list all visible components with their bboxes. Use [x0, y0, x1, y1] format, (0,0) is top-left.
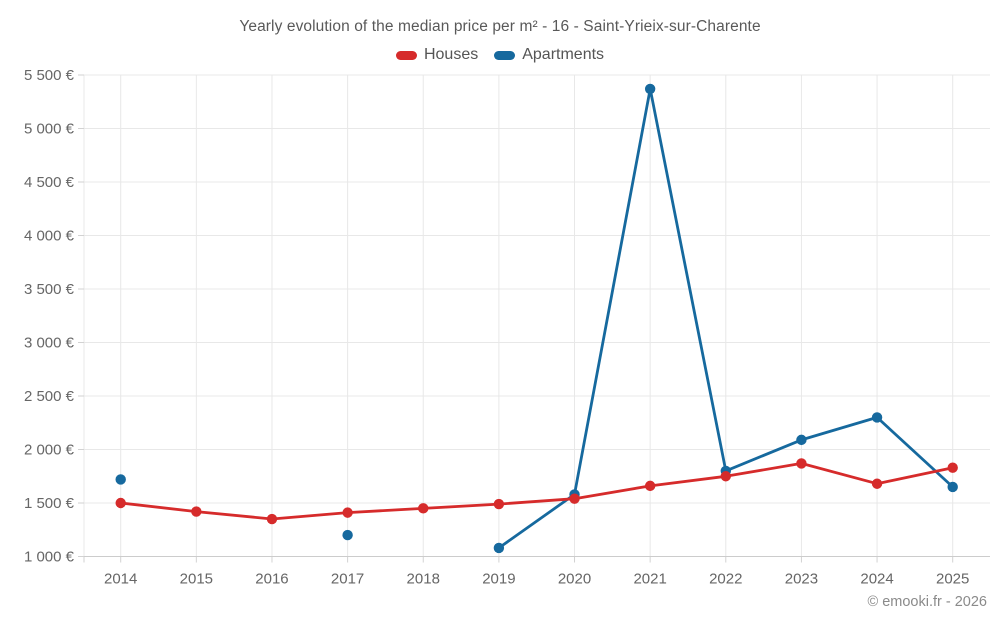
y-axis-label: 3 500 € [24, 281, 75, 298]
x-axis-label: 2019 [482, 571, 515, 588]
houses-data-point[interactable] [947, 462, 958, 473]
y-axis-label: 4 000 € [24, 228, 75, 245]
x-axis-label: 2015 [180, 571, 213, 588]
apartments-data-point[interactable] [115, 474, 126, 485]
houses-data-point[interactable] [644, 480, 656, 492]
x-axis-label: 2025 [936, 571, 969, 588]
houses-data-point[interactable] [493, 498, 505, 510]
x-axis-label: 2017 [331, 571, 364, 588]
apartments-data-point[interactable] [493, 542, 505, 554]
legend-label-houses: Houses [423, 46, 479, 63]
houses-data-point[interactable] [266, 513, 278, 525]
y-axis-label: 4 500 € [24, 174, 75, 191]
x-axis-label: 2016 [255, 571, 288, 588]
houses-data-point[interactable] [871, 478, 883, 489]
houses-data-point[interactable] [418, 503, 429, 514]
apartments-data-point[interactable] [644, 83, 656, 95]
x-axis-label: 2024 [860, 571, 893, 588]
apartments-data-point[interactable] [796, 434, 807, 446]
x-axis-label: 2018 [407, 571, 440, 588]
legend: Houses Apartments [0, 46, 1000, 64]
houses-data-point[interactable] [569, 493, 580, 504]
houses-data-point[interactable] [191, 506, 202, 517]
x-axis-label: 2021 [633, 571, 666, 588]
y-axis-label: 2 000 € [24, 442, 75, 459]
chart-title: Yearly evolution of the median price per… [239, 18, 761, 35]
y-axis-label: 3 000 € [24, 335, 75, 352]
houses-swatch-icon [395, 50, 417, 60]
y-axis-label: 5 000 € [24, 121, 75, 138]
houses-data-point[interactable] [342, 507, 353, 518]
x-axis-label: 2020 [558, 571, 591, 588]
x-axis-label: 2023 [785, 571, 818, 588]
x-axis-label: 2022 [709, 571, 742, 588]
apartments-swatch-icon [494, 50, 516, 60]
legend-label-apartments: Apartments [522, 46, 605, 63]
houses-line [119, 462, 955, 521]
apartments-data-point[interactable] [342, 529, 353, 541]
houses-data-point[interactable] [796, 458, 807, 469]
y-axis-label: 1 500 € [24, 495, 75, 512]
legend-item-houses[interactable]: Houses [395, 46, 479, 64]
y-axis-label: 1 000 € [24, 549, 75, 566]
y-axis-label: 2 500 € [24, 388, 75, 405]
copyright: © emooki.fr - 2026 [867, 594, 987, 610]
apartments-data-point[interactable] [947, 481, 958, 493]
x-axis-label: 2014 [104, 571, 137, 588]
apartments-data-point[interactable] [871, 412, 883, 423]
legend-item-apartments[interactable]: Apartments [494, 46, 604, 64]
y-axis-label: 5 500 € [24, 67, 75, 84]
houses-data-point[interactable] [720, 471, 731, 482]
houses-data-point[interactable] [115, 497, 126, 509]
